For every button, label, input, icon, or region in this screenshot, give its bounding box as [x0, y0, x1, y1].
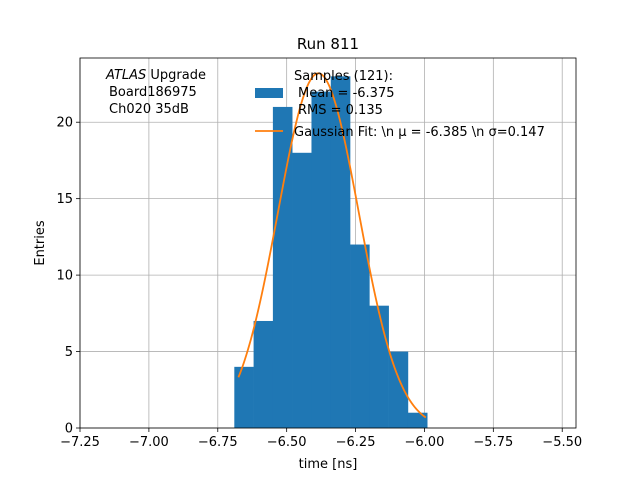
- y-tick-label: 0: [65, 422, 73, 437]
- x-tick-label: −6.00: [405, 435, 445, 450]
- y-axis-label: Entries: [33, 220, 48, 266]
- legend-hist-label-1: Samples (121):: [294, 69, 393, 84]
- y-tick-label: 5: [65, 345, 73, 360]
- x-tick-label: −5.50: [542, 435, 582, 450]
- legend-hist-label-3: RMS = 0.135: [298, 103, 383, 118]
- legend-fit-label: Gaussian Fit: \n μ = -6.385 \n σ=0.147: [294, 125, 545, 140]
- histogram-bar: [272, 106, 293, 428]
- histogram-bar: [292, 152, 312, 428]
- histogram-bar: [330, 76, 351, 428]
- histogram-bar: [369, 305, 389, 428]
- histogram-bar: [253, 320, 274, 428]
- x-tick-label: −5.75: [473, 435, 513, 450]
- gaussian-fit: [237, 72, 427, 419]
- legend: Samples (121): Mean = -6.375 RMS = 0.135…: [255, 69, 545, 140]
- histogram-bar: [407, 412, 428, 428]
- legend-hist-label-2: Mean = -6.375: [298, 86, 394, 101]
- x-axis-ticks: −7.25 −7.00 −6.75 −6.50 −6.25 −6.00 −5.75 −5.50: [60, 428, 582, 450]
- annotation-upgrade: Upgrade: [146, 68, 206, 83]
- x-axis-label: time [ns]: [299, 457, 358, 472]
- annotation-line-2: Board186975: [109, 85, 197, 100]
- histogram-bars: [234, 76, 428, 429]
- annotation-line-3: Ch020 35dB: [109, 102, 189, 117]
- x-tick-label: −6.50: [267, 435, 307, 450]
- x-tick-label: −7.00: [129, 435, 169, 450]
- legend-hist-swatch: [255, 88, 283, 98]
- histogram-bar: [311, 91, 332, 429]
- x-tick-label: −7.25: [60, 435, 100, 450]
- y-tick-label: 10: [56, 269, 73, 284]
- y-axis-ticks: 0 5 10 15 20: [56, 116, 80, 437]
- y-tick-label: 20: [56, 116, 73, 131]
- plot-frame: [79, 57, 577, 429]
- annotation-line-1: ATLAS Upgrade: [105, 68, 206, 83]
- chart-title: Run 811: [297, 35, 359, 53]
- x-tick-label: −6.75: [198, 435, 238, 450]
- histogram-bar: [388, 351, 409, 428]
- gaussian-fit-curve: [237, 72, 427, 419]
- x-tick-label: −6.25: [336, 435, 376, 450]
- histogram-bar: [234, 366, 254, 428]
- y-tick-label: 15: [56, 192, 73, 207]
- annotation-atlas: ATLAS: [105, 68, 146, 83]
- histogram-bar: [350, 244, 370, 428]
- atlas-annotation: ATLAS Upgrade Board186975 Ch020 35dB: [105, 68, 206, 117]
